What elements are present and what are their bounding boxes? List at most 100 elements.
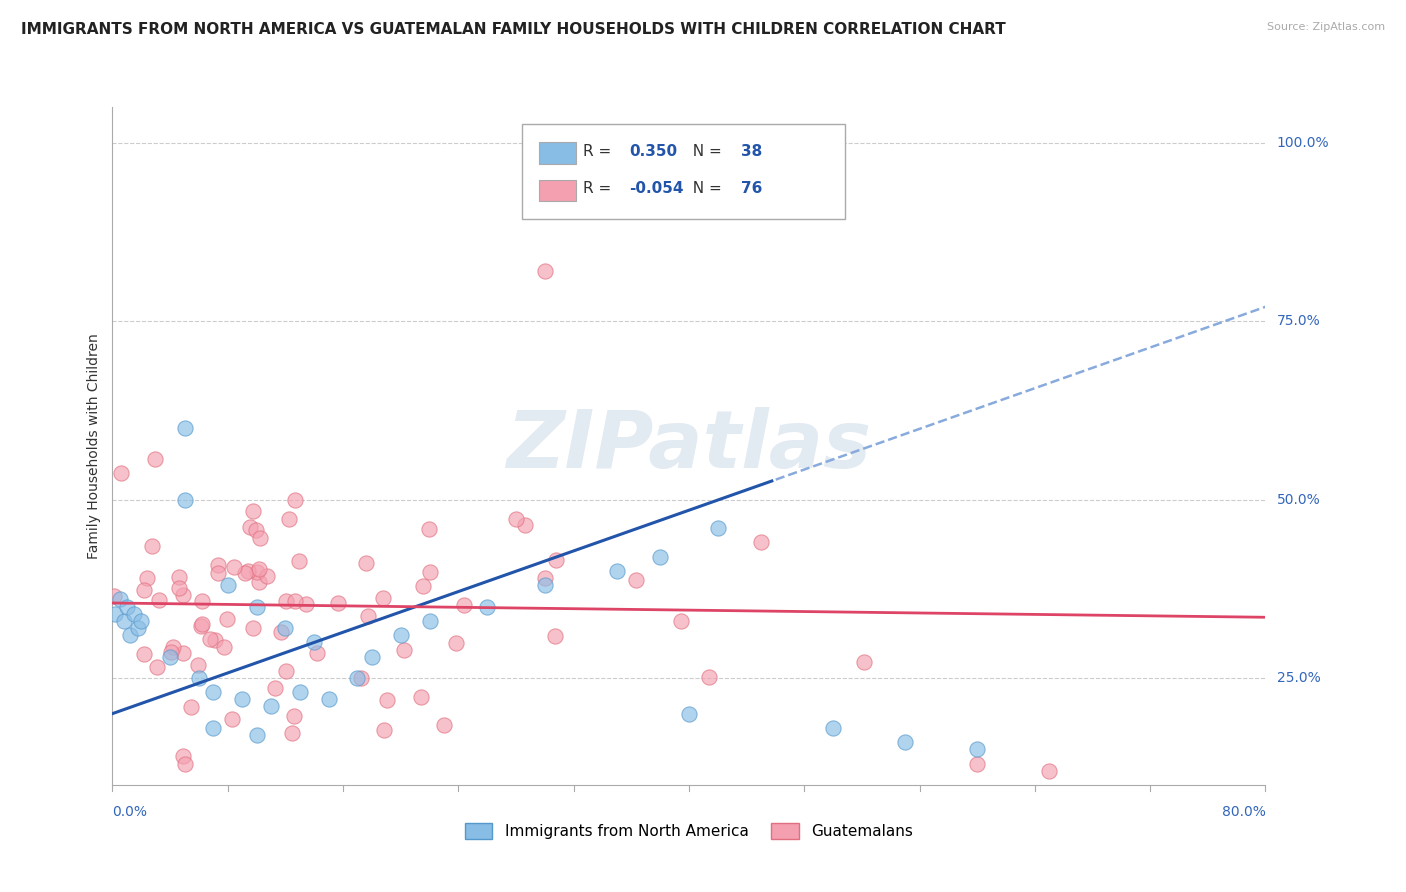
Text: 38: 38 — [741, 144, 762, 159]
Point — [172, 646, 194, 660]
Point — [274, 621, 297, 635]
Point — [853, 655, 876, 669]
Text: N =: N = — [683, 144, 727, 159]
Point — [821, 721, 844, 735]
Point — [1038, 764, 1060, 778]
Point — [134, 583, 156, 598]
Text: 50.0%: 50.0% — [1277, 492, 1320, 507]
Point — [606, 564, 628, 578]
Point — [260, 699, 283, 714]
Point — [247, 562, 270, 576]
Point — [749, 535, 772, 549]
Point — [274, 664, 297, 678]
FancyBboxPatch shape — [538, 179, 576, 202]
Point — [146, 660, 169, 674]
Point — [239, 520, 262, 534]
Point — [277, 512, 299, 526]
Text: Source: ZipAtlas.com: Source: ZipAtlas.com — [1267, 22, 1385, 32]
Point — [513, 518, 536, 533]
Point — [207, 566, 229, 581]
Point — [453, 598, 475, 612]
Point — [543, 629, 565, 643]
Point — [276, 594, 298, 608]
Point — [246, 599, 269, 614]
Point — [444, 636, 467, 650]
Y-axis label: Family Households with Children: Family Households with Children — [87, 333, 101, 559]
FancyBboxPatch shape — [538, 143, 576, 164]
Point — [191, 594, 214, 608]
Point — [190, 619, 212, 633]
Point — [373, 723, 395, 738]
Point — [650, 549, 672, 564]
Point — [112, 614, 135, 628]
Point — [392, 643, 415, 657]
Text: R =: R = — [583, 144, 616, 159]
Text: R =: R = — [583, 181, 616, 196]
Point — [256, 569, 278, 583]
Point — [544, 553, 567, 567]
Legend: Immigrants from North America, Guatemalans: Immigrants from North America, Guatemala… — [458, 817, 920, 845]
Point — [346, 671, 368, 685]
Point — [433, 717, 456, 731]
Point — [678, 706, 700, 721]
Point — [173, 756, 195, 771]
Point — [134, 647, 156, 661]
Text: 75.0%: 75.0% — [1277, 314, 1320, 328]
Point — [127, 621, 149, 635]
Point — [122, 607, 145, 621]
Point — [233, 566, 256, 580]
Point — [215, 612, 238, 626]
Point — [180, 700, 202, 714]
Point — [249, 532, 271, 546]
Point — [288, 554, 311, 568]
Point — [288, 685, 311, 699]
Point — [118, 628, 141, 642]
Point — [172, 588, 194, 602]
Point — [281, 725, 304, 739]
Point — [224, 559, 246, 574]
Point — [173, 492, 195, 507]
Point — [357, 608, 380, 623]
Point — [419, 614, 441, 628]
Text: IMMIGRANTS FROM NORTH AMERICA VS GUATEMALAN FAMILY HOUSEHOLDS WITH CHILDREN CORR: IMMIGRANTS FROM NORTH AMERICA VS GUATEMA… — [21, 22, 1005, 37]
Point — [141, 539, 163, 553]
Point — [354, 556, 377, 570]
Point — [246, 728, 269, 742]
Point — [270, 624, 292, 639]
Point — [160, 645, 183, 659]
Point — [697, 670, 720, 684]
Point — [198, 632, 221, 646]
Point — [231, 692, 253, 706]
Text: 25.0%: 25.0% — [1277, 671, 1320, 685]
Point — [247, 574, 270, 589]
Point — [173, 749, 195, 764]
Point — [104, 607, 127, 621]
Point — [212, 640, 235, 654]
Point — [245, 523, 267, 537]
Point — [418, 522, 440, 536]
Point — [187, 657, 209, 672]
Point — [242, 504, 264, 518]
Point — [894, 735, 917, 749]
Point — [148, 593, 170, 607]
Point — [173, 421, 195, 435]
Point — [419, 565, 441, 579]
Point — [534, 264, 557, 278]
Point — [167, 581, 190, 595]
Point — [159, 649, 181, 664]
Point — [505, 512, 527, 526]
Point — [103, 590, 125, 604]
Text: -0.054: -0.054 — [628, 181, 683, 196]
Point — [221, 712, 243, 726]
Point — [242, 621, 264, 635]
Text: 0.0%: 0.0% — [112, 805, 148, 819]
Point — [305, 646, 328, 660]
Point — [167, 570, 190, 584]
Point — [284, 492, 307, 507]
Text: 76: 76 — [741, 181, 762, 196]
Point — [669, 615, 692, 629]
Point — [246, 565, 269, 579]
Point — [318, 692, 340, 706]
Point — [236, 565, 259, 579]
Point — [295, 597, 318, 611]
